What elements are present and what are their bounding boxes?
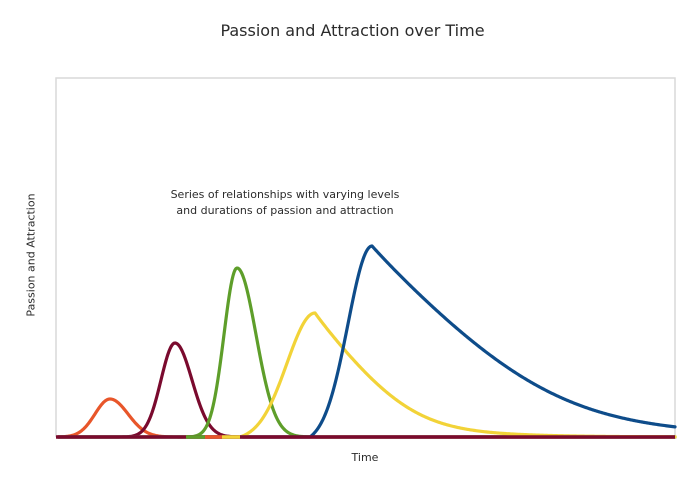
x-axis-label: Time bbox=[351, 451, 379, 464]
chart-annotation: Series of relationships with varying lev… bbox=[150, 187, 420, 219]
series-line-relationship-5 bbox=[56, 244, 677, 439]
y-axis-label: Passion and Attraction bbox=[24, 193, 38, 317]
plot-frame bbox=[55, 77, 676, 437]
chart-title: Passion and Attraction over Time bbox=[220, 21, 485, 40]
series-curves bbox=[56, 244, 677, 439]
series-line-relationship-3 bbox=[56, 266, 677, 439]
annotation-line-1: Series of relationships with varying lev… bbox=[170, 188, 400, 201]
annotation-line-2: and durations of passion and attraction bbox=[176, 204, 394, 217]
series-line-relationship-2 bbox=[56, 341, 677, 439]
